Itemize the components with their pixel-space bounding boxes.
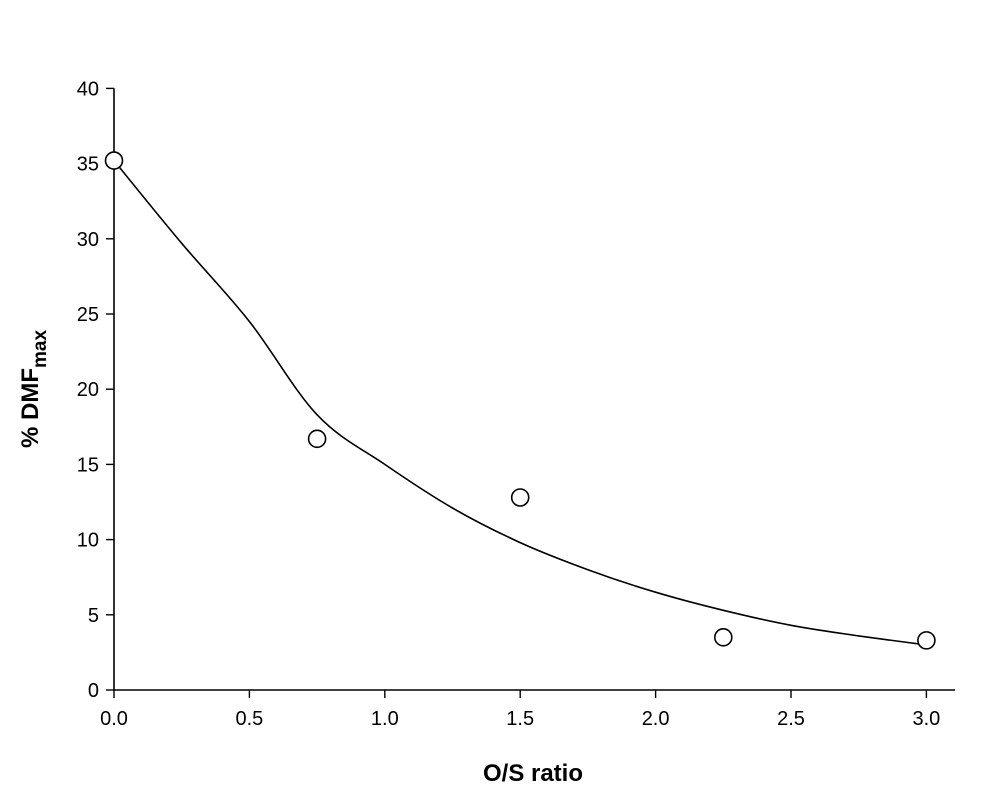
data-point (510, 488, 530, 507)
y-axis-title-main: % DMF (17, 368, 44, 448)
y-tick-label: 25 (77, 304, 99, 326)
x-tick-label: 1.0 (371, 708, 399, 730)
x-tick-label: 0.0 (100, 708, 128, 730)
y-tick-label: 35 (77, 154, 99, 176)
y-tick-label: 5 (88, 605, 99, 627)
ticks: 0 5 10 15 20 25 30 35 40 0.0 0.5 1.0 1.5 2.0 2.5 3.0 (77, 78, 941, 730)
y-axis-title-subscript: max (30, 330, 51, 368)
y-tick-label: 20 (77, 379, 99, 401)
fit-curve (113, 160, 927, 646)
data-point (713, 628, 733, 647)
data-point (917, 631, 936, 650)
axes (113, 88, 955, 691)
data-points (104, 151, 936, 650)
data-point (104, 151, 124, 170)
x-tick-label: 0.5 (235, 708, 263, 730)
x-tick-label: 1.5 (506, 708, 534, 730)
data-point (307, 429, 327, 449)
x-tick-label: 2.0 (642, 708, 670, 730)
y-axis-title: % DMFmax (17, 330, 51, 448)
y-tick-label: 40 (77, 78, 99, 100)
fit-curve-group (113, 160, 927, 646)
x-tick-label: 2.5 (777, 708, 805, 730)
y-tick-label: 15 (77, 454, 99, 476)
y-tick-label: 10 (77, 530, 99, 552)
x-axis-title: O/S ratio (483, 760, 583, 787)
y-tick-label: 30 (77, 229, 99, 251)
x-tick-label: 3.0 (912, 708, 940, 730)
y-tick-label: 0 (88, 680, 99, 702)
